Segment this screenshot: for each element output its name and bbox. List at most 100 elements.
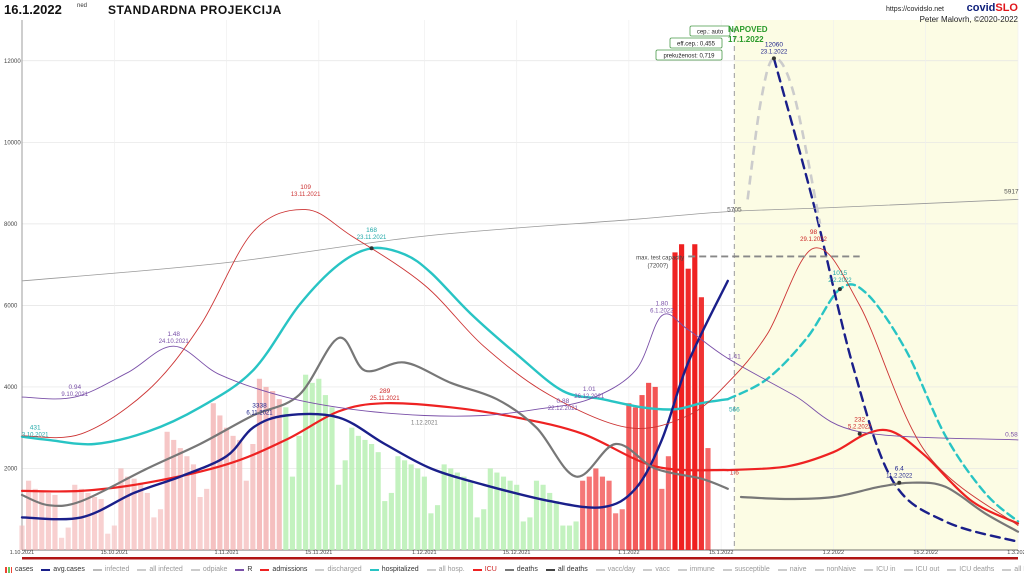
legend-item-discharged[interactable]: discharged	[315, 566, 362, 573]
legend-swatch	[545, 568, 555, 571]
case-bar	[98, 499, 104, 550]
series-admissions-forecast	[726, 428, 1020, 525]
case-bar	[138, 482, 144, 550]
case-bar	[171, 439, 177, 550]
case-bar	[65, 527, 71, 550]
case-bar	[560, 525, 566, 550]
case-bar	[665, 456, 671, 550]
param-box-2	[655, 49, 723, 61]
legend-item-icu[interactable]: ICU	[472, 566, 497, 573]
case-bar	[263, 386, 269, 550]
legend-item-avg-cases[interactable]: avg.cases	[41, 566, 85, 573]
site-url[interactable]: https://covidslo.net	[886, 6, 944, 13]
legend-swatch	[190, 568, 200, 571]
report-date: 16.1.2022	[4, 2, 62, 17]
legend-swatch	[504, 568, 514, 571]
legend-label: nonNaive	[826, 566, 857, 573]
annotation-avg-peak-date: 6.11.2021	[246, 410, 273, 416]
legend-label: vacc	[655, 566, 670, 573]
legend-item-all-icu[interactable]: all ICU	[1002, 566, 1024, 573]
legend-item-all-deaths[interactable]: all deaths	[545, 566, 588, 573]
legend-label: hospitalized	[381, 566, 419, 573]
case-bar	[467, 480, 474, 550]
case-bar	[573, 521, 579, 550]
case-bar	[204, 488, 210, 550]
annotation-r-end-value: 0.58	[1005, 432, 1018, 439]
legend-swatch	[426, 568, 436, 571]
case-bar	[59, 537, 65, 550]
legend-item-nonnaive[interactable]: nonNaive	[814, 566, 857, 573]
legend-item-r[interactable]: R	[235, 566, 252, 573]
legend-item-immune[interactable]: immune	[677, 566, 715, 573]
copyright: Peter Malovrh, ©2020-2022	[919, 15, 1018, 24]
series-infected	[21, 199, 1019, 282]
x-tick-label: 1.12.2021	[412, 550, 436, 556]
case-bar	[481, 509, 487, 550]
case-bar	[329, 407, 335, 550]
legend-swatch	[137, 568, 147, 571]
case-bar	[124, 476, 131, 550]
case-bar	[527, 517, 533, 550]
case-bar	[606, 480, 612, 550]
legend-label: ICU out	[915, 566, 940, 573]
legend-item-deaths[interactable]: deaths	[504, 566, 538, 573]
legend-item-icu-deaths[interactable]: ICU deaths	[947, 566, 994, 573]
legend-label: avg.cases	[53, 566, 85, 573]
case-bar	[230, 435, 236, 550]
legend-item-all-hosp-[interactable]: all hosp.	[426, 566, 465, 573]
case-bar	[336, 484, 342, 550]
legend-item-cases[interactable]: cases	[5, 566, 33, 573]
case-bar	[118, 468, 124, 550]
case-bar	[85, 492, 91, 550]
case-bar	[105, 533, 111, 550]
legend-item-admissions[interactable]: admissions	[260, 566, 307, 573]
series-avg.cases-forecast	[772, 57, 1020, 543]
series-R	[21, 313, 1019, 441]
case-bar	[217, 415, 223, 550]
y-tick-label: 6000	[4, 303, 18, 309]
legend-item-icu-in[interactable]: ICU in	[864, 566, 896, 573]
annotation-icu-peak-value: 109	[300, 184, 311, 191]
legend-label: ICU deaths	[959, 566, 995, 573]
legend-item-odpiake[interactable]: odpiake	[190, 566, 227, 573]
annotation-infected-end-value: 5917	[1004, 188, 1019, 195]
legend-swatch	[260, 568, 270, 571]
legend-item-vacc-day[interactable]: vacc/day	[595, 566, 635, 573]
x-tick-label: 1.1.2022	[618, 550, 639, 556]
legend-item-infected[interactable]: infected	[92, 566, 129, 573]
legend-item-susceptible[interactable]: susceptible	[722, 566, 770, 573]
case-bar	[45, 492, 51, 550]
case-bar	[276, 399, 282, 550]
annotation-avg-forecast-peak-value: 12060	[765, 42, 783, 49]
annotation-hosp-forecast-value: 1015	[833, 270, 848, 277]
annotation-hosp-peak-date: 23.11.2021	[357, 235, 387, 241]
legend-swatch	[5, 566, 12, 573]
brand-logo: covidSLO	[967, 2, 1018, 14]
case-bar	[692, 244, 698, 550]
brand-part-a: covid	[966, 2, 996, 14]
legend-item-naive[interactable]: naive	[777, 566, 807, 573]
case-bar	[303, 374, 309, 550]
legend-item-hospitalized[interactable]: hospitalized	[369, 566, 419, 573]
case-bar	[553, 501, 559, 550]
case-bar	[164, 431, 170, 550]
series-ICU	[21, 209, 1019, 526]
legend-swatch	[595, 568, 605, 571]
annotation-deaths-jan16-value: 1.6	[730, 470, 739, 477]
series-admissions	[20, 402, 729, 493]
x-tick-label: 1.3.2022	[1007, 550, 1024, 556]
legend-item-icu-out[interactable]: ICU out	[903, 566, 940, 573]
legend-label: all deaths	[557, 566, 588, 573]
test-capacity-label: max. test capacity	[636, 255, 684, 261]
case-bar	[362, 439, 368, 550]
case-bar	[566, 525, 573, 550]
page-title: STANDARDNA PROJEKCIJA	[108, 3, 282, 17]
annotation-r-dec-value: 1.01	[583, 386, 596, 393]
legend-item-all-infected[interactable]: all infected	[137, 566, 183, 573]
legend-item-vacc[interactable]: vacc	[643, 566, 670, 573]
case-bar	[322, 395, 328, 550]
case-bar	[586, 476, 592, 550]
marker-forecast-hosp-peak	[837, 287, 842, 292]
case-bar	[19, 525, 25, 550]
case-bar	[342, 460, 348, 550]
